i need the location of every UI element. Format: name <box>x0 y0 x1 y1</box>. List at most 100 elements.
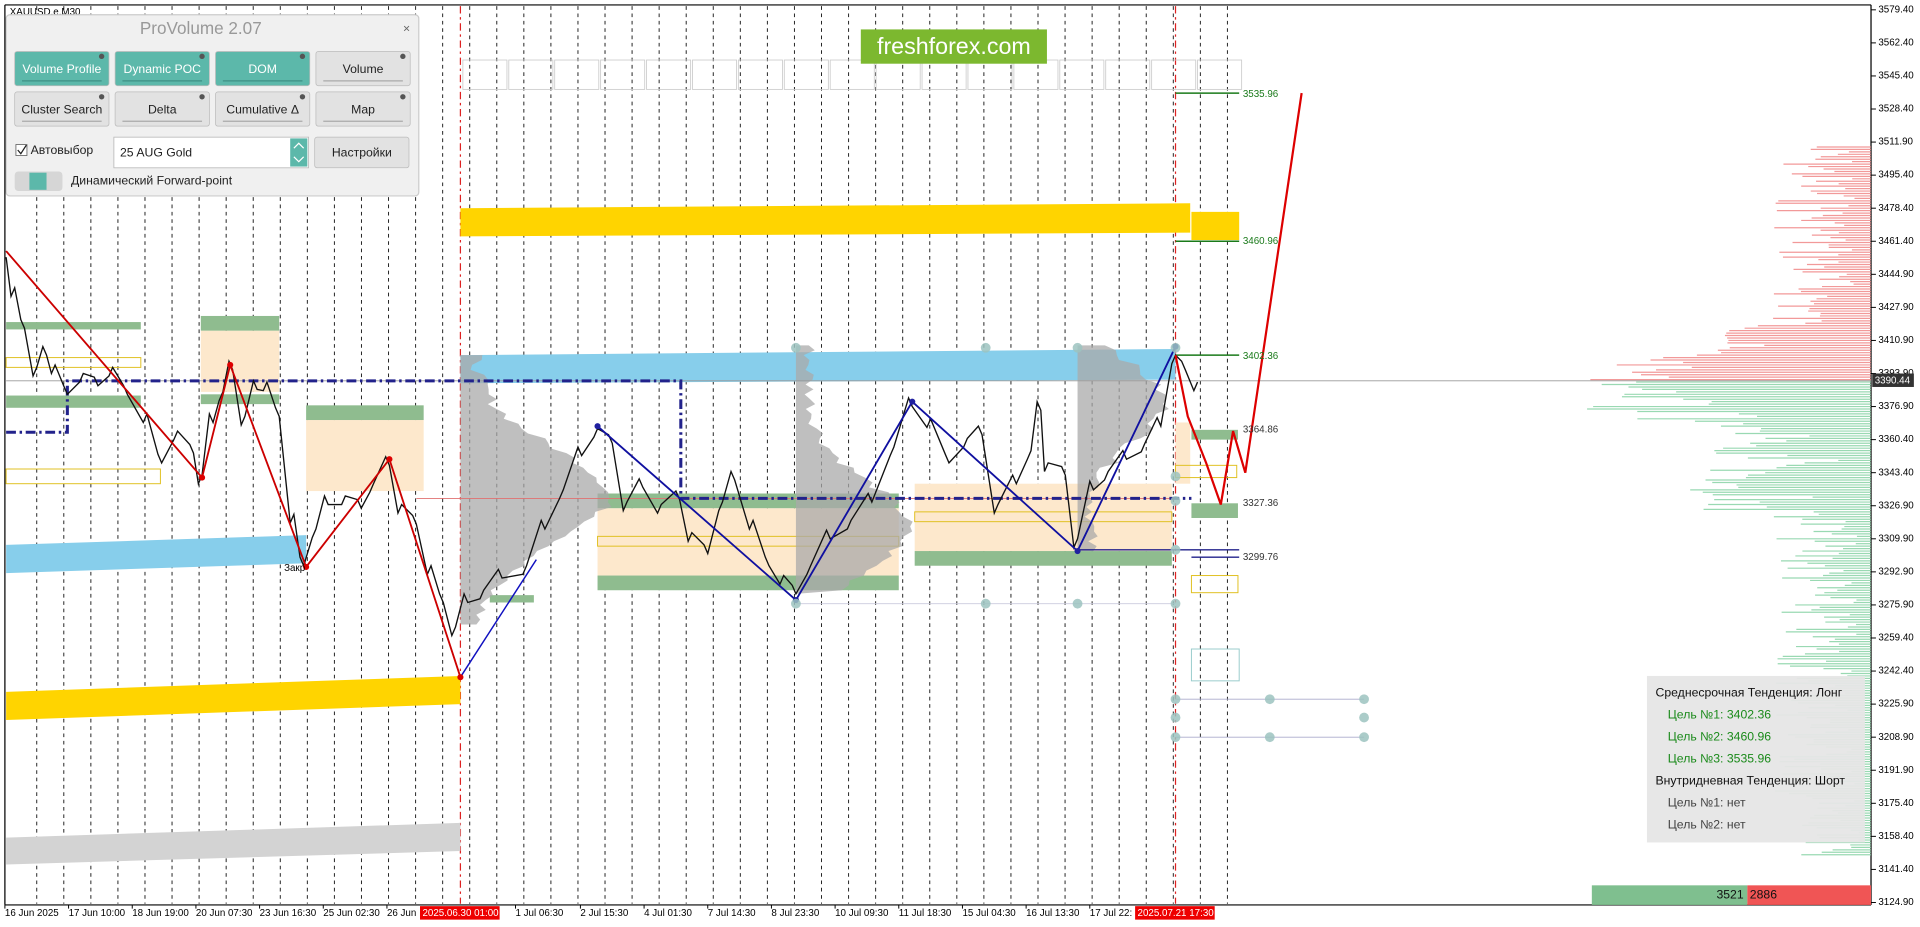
gray-zone <box>6 822 461 865</box>
price-tick-label: 3528.40 <box>1878 104 1914 115</box>
resistance-zone <box>460 203 1191 237</box>
price-tick-label: 3461.40 <box>1878 236 1914 247</box>
price-tick-label: 3343.40 <box>1878 467 1914 478</box>
button-label[interactable]: Cumulative Δ <box>226 102 299 116</box>
toggle-button[interactable]: Dynamic POC <box>114 51 210 87</box>
time-tick-label: 8 Jul 23:30 <box>771 908 819 919</box>
price-tick-label: 3511.90 <box>1878 137 1913 148</box>
empty-box <box>737 59 783 90</box>
green-zone <box>306 405 424 421</box>
button-face[interactable] <box>215 51 311 87</box>
price-tick-label: 3495.40 <box>1878 170 1914 181</box>
buy-volume-bar <box>1591 885 1748 905</box>
anchor-point <box>1359 732 1369 743</box>
empty-box <box>692 59 737 90</box>
level-label: 3327.36 <box>1243 498 1279 509</box>
button-label[interactable]: DOM <box>248 62 277 76</box>
current-price-label: 3390.44 <box>1875 375 1911 386</box>
anchor-point <box>1072 598 1083 609</box>
price-tick-label: 3158.40 <box>1878 831 1914 842</box>
anchor-point <box>1170 544 1181 555</box>
settings-icon[interactable] <box>98 53 105 60</box>
price-tick-label: 3175.40 <box>1878 798 1914 809</box>
empty-box <box>829 59 875 90</box>
settings-label[interactable]: Настройки <box>332 145 392 159</box>
button-label[interactable]: Dynamic POC <box>123 62 201 76</box>
checkbox[interactable] <box>15 144 28 156</box>
button-label[interactable]: Volume Profile <box>22 62 101 76</box>
pivot <box>198 474 206 481</box>
settings-button[interactable] <box>314 136 410 169</box>
empty-box <box>508 59 554 90</box>
toggle-button[interactable]: Map <box>315 91 411 127</box>
toggle-label[interactable]: Динамический Forward-point <box>71 173 233 187</box>
level-label: 3364.86 <box>1243 424 1279 435</box>
settings-icon[interactable] <box>400 94 406 100</box>
button-face[interactable] <box>215 91 311 127</box>
empty-box <box>1059 59 1105 90</box>
button-face[interactable] <box>315 91 411 127</box>
settings-icon[interactable] <box>400 53 406 60</box>
time-tick-label: 25 Jun 02:30 <box>323 908 380 919</box>
empty-box <box>646 59 692 90</box>
time-tick-label: 17 Jul 22: <box>1090 908 1132 919</box>
green-zone <box>200 315 280 331</box>
settings-icon[interactable] <box>98 94 105 100</box>
level-label: 3535.96 <box>1243 89 1279 100</box>
price-tick-label: 3259.40 <box>1878 633 1914 644</box>
anchor-point <box>1170 495 1181 506</box>
price-tick-label: 3292.90 <box>1878 566 1914 577</box>
anchor-point <box>1170 342 1181 353</box>
price-tick-label: 3141.40 <box>1878 864 1914 875</box>
toggle-button[interactable]: Volume <box>315 51 411 87</box>
button-face[interactable] <box>114 51 210 87</box>
toggle-button[interactable]: Cluster Search <box>14 91 110 127</box>
button-label[interactable]: Map <box>351 102 375 116</box>
green-zone <box>6 322 141 330</box>
button-face[interactable] <box>114 91 210 127</box>
button-label[interactable]: Volume <box>343 62 384 76</box>
yellow-outline-box <box>1190 575 1239 594</box>
toggle-button[interactable]: Volume Profile <box>14 51 110 87</box>
price-tick-label: 3309.90 <box>1878 533 1914 544</box>
button-label[interactable]: Delta <box>148 102 177 116</box>
close-label: Закр <box>284 563 306 574</box>
sell-volume-label: 2886 <box>1750 887 1777 901</box>
instrument-select[interactable] <box>113 136 309 169</box>
checkbox-label[interactable]: Автовыбор <box>31 143 94 157</box>
button-face[interactable] <box>14 91 110 127</box>
anchor-point <box>1170 732 1181 743</box>
pivot <box>1074 547 1081 555</box>
provolume-panel: ProVolume 2.07 × Volume Profile Dynamic POC… <box>5 14 420 197</box>
level-label: 3299.76 <box>1243 552 1279 563</box>
button-label[interactable]: Cluster Search <box>21 102 102 116</box>
empty-box <box>600 59 646 90</box>
anchor-point <box>1170 712 1181 723</box>
anchor-point <box>1072 342 1083 353</box>
select-arrows[interactable] <box>290 138 308 167</box>
yellow-outline-box <box>914 511 1173 523</box>
zigzag-down <box>5 250 462 678</box>
settings-icon[interactable] <box>299 53 306 60</box>
time-marker-label: 2025.07.21 17:30 <box>1138 908 1215 919</box>
time-tick-label: 17 Jun 10:00 <box>69 908 126 919</box>
toggle-button[interactable]: Delta <box>114 91 210 127</box>
time-tick-label: 16 Jun 2025 <box>5 908 59 919</box>
toggle-button[interactable]: DOM <box>215 51 311 87</box>
price-tick-label: 3478.40 <box>1878 203 1914 214</box>
settings-icon[interactable] <box>299 94 306 100</box>
green-zone <box>200 394 280 405</box>
toggle-button[interactable]: Cumulative Δ <box>215 91 311 127</box>
yellow-outline-box <box>5 468 161 485</box>
button-face[interactable] <box>14 51 110 87</box>
button-face[interactable] <box>315 51 411 87</box>
instrument-value[interactable]: 25 AUG Gold <box>120 145 192 159</box>
time-tick-label: 18 Jun 19:00 <box>132 908 189 919</box>
trend-target: Цель №2: 3460.96 <box>1668 729 1772 743</box>
settings-icon[interactable] <box>199 53 205 60</box>
trend-target: Цель №1: 3402.36 <box>1668 707 1772 721</box>
time-marker-box <box>1135 906 1215 920</box>
toggle-knob[interactable] <box>29 172 47 190</box>
settings-icon[interactable] <box>199 94 205 100</box>
